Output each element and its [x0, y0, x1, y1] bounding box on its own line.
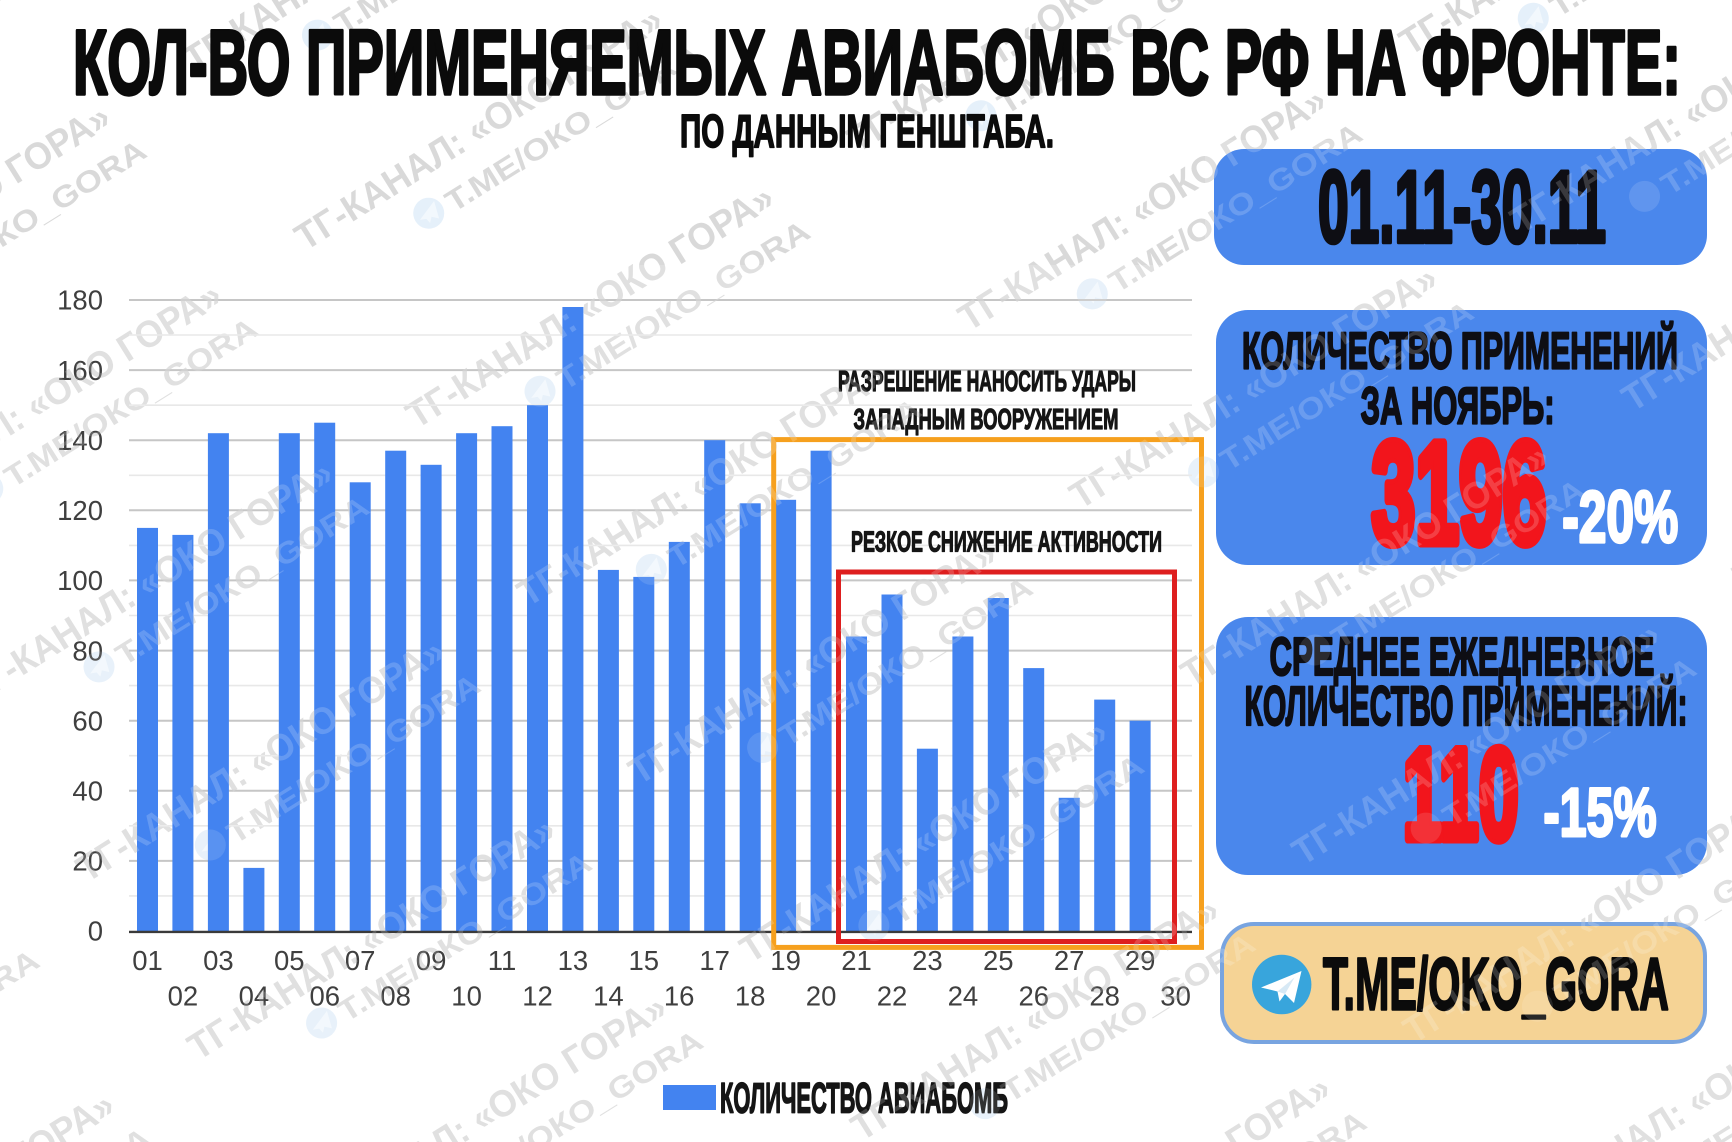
svg-text:17: 17	[699, 945, 730, 976]
svg-text:01.11-30.11: 01.11-30.11	[1318, 150, 1606, 264]
svg-text:РЕЗКОЕ СНИЖЕНИЕ АКТИВНОСТИ: РЕЗКОЕ СНИЖЕНИЕ АКТИВНОСТИ	[851, 527, 1162, 559]
svg-text:01: 01	[132, 945, 163, 976]
svg-text:15: 15	[629, 945, 660, 976]
svg-text:КОЛ-ВО ПРИМЕНЯЕМЫХ АВИАБОМБ ВС: КОЛ-ВО ПРИМЕНЯЕМЫХ АВИАБОМБ ВС РФ НА ФРО…	[73, 12, 1681, 114]
svg-text:РАЗРЕШЕНИЕ НАНОСИТЬ УДАРЫ: РАЗРЕШЕНИЕ НАНОСИТЬ УДАРЫ	[838, 366, 1136, 398]
svg-text:3196: 3196	[1372, 413, 1547, 574]
svg-text:КОЛИЧЕСТВО ПРИМЕНЕНИЙ: КОЛИЧЕСТВО ПРИМЕНЕНИЙ	[1242, 322, 1678, 381]
svg-text:КОЛИЧЕСТВО АВИАБОМБ: КОЛИЧЕСТВО АВИАБОМБ	[720, 1076, 1008, 1123]
svg-text:-15%: -15%	[1544, 774, 1657, 851]
svg-text:ПО ДАННЫМ ГЕНШТАБА.: ПО ДАННЫМ ГЕНШТАБА.	[680, 105, 1054, 157]
svg-text:-20%: -20%	[1562, 477, 1678, 558]
svg-text:ЗАПАДНЫМ ВООРУЖЕНИЕМ: ЗАПАДНЫМ ВООРУЖЕНИЕМ	[854, 404, 1119, 436]
svg-text:T.ME/OKO_GORA: T.ME/OKO_GORA	[1323, 943, 1669, 1026]
svg-text:110: 110	[1403, 721, 1519, 867]
